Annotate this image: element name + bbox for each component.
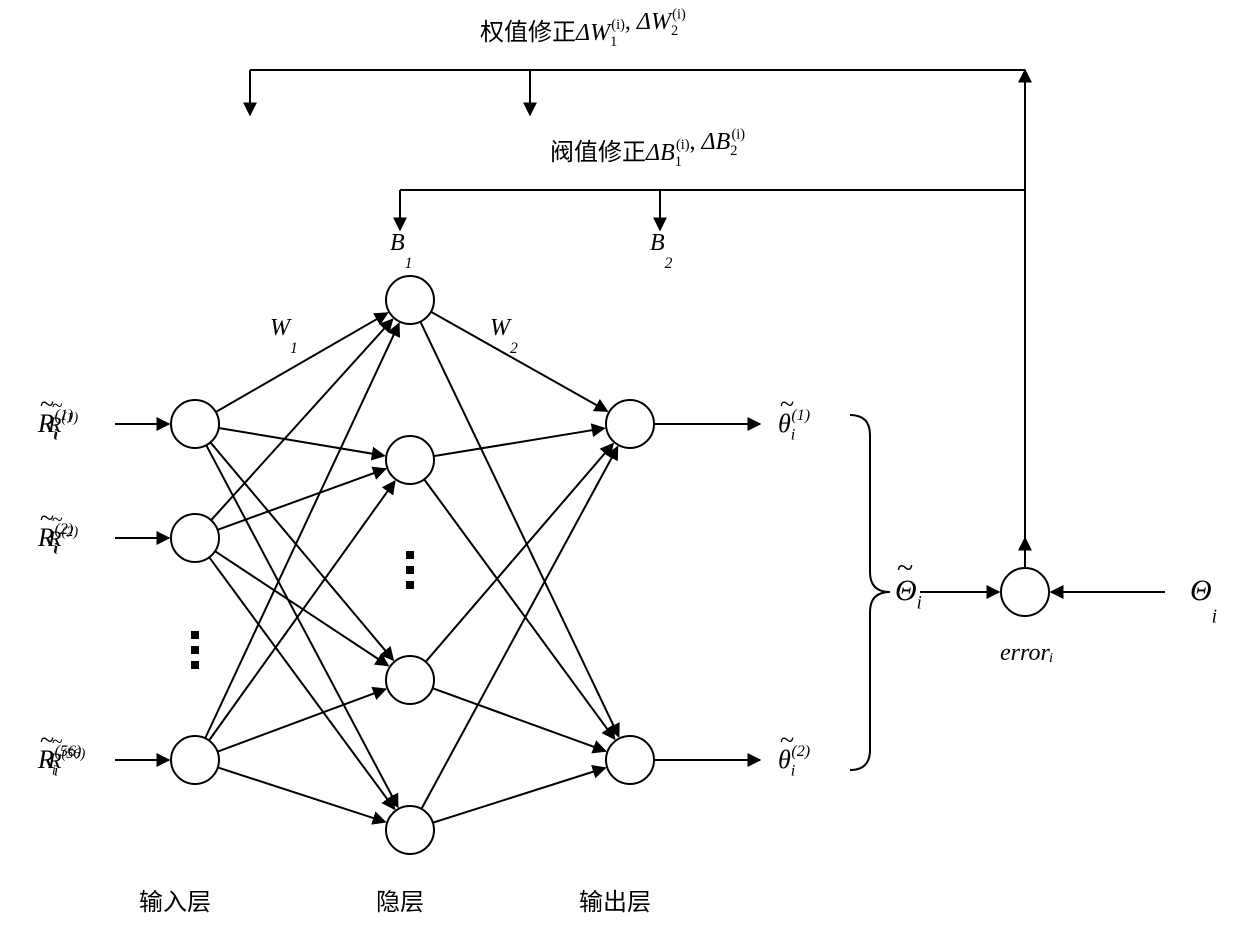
w2-label: W2 xyxy=(490,315,518,357)
edge xyxy=(218,469,386,530)
edge xyxy=(217,689,385,752)
vdots xyxy=(191,631,199,639)
nn-diagram: ~R(1)i~R(2)i~R(56)i~Ri(1)~Ri(2)~Ri(56)~θ… xyxy=(0,0,1240,932)
hidden-node-3 xyxy=(386,806,434,854)
input-node-2 xyxy=(171,736,219,784)
weight-correction-label: 权值修正ΔW1(i), ΔW2(i) xyxy=(480,6,686,50)
hidden-node-0 xyxy=(386,276,434,324)
edge xyxy=(216,313,388,412)
threshold-correction-label: 阀值修正ΔB1(i), ΔB2(i) xyxy=(550,126,745,170)
brace xyxy=(850,415,890,770)
output-node-0 xyxy=(606,400,654,448)
b1-label: B1 xyxy=(390,230,412,272)
vdots xyxy=(191,646,199,654)
edge xyxy=(431,312,607,411)
edge xyxy=(209,557,394,809)
vdots xyxy=(406,551,414,559)
error-node xyxy=(1001,568,1049,616)
output-layer-label: 输出层 xyxy=(579,889,651,916)
theta-tilde-label: Θi xyxy=(895,574,922,613)
hidden-node-1 xyxy=(386,436,434,484)
w1-label: W1 xyxy=(270,315,298,357)
hidden-layer-label: 隐层 xyxy=(376,889,424,916)
edge xyxy=(211,319,392,520)
edge xyxy=(420,322,618,737)
output-node-1 xyxy=(606,736,654,784)
edge xyxy=(421,447,617,809)
input-node-1 xyxy=(171,514,219,562)
output-var-0: θi(1) xyxy=(778,407,810,444)
theta-target-label: Θi xyxy=(1190,574,1217,628)
edge xyxy=(433,768,605,823)
edge xyxy=(218,767,385,822)
input-node-0 xyxy=(171,400,219,448)
edge xyxy=(205,324,399,739)
output-var-1: θi(2) xyxy=(778,743,810,780)
b2-label: B2 xyxy=(650,230,673,272)
hidden-node-2 xyxy=(386,656,434,704)
vdots xyxy=(406,566,414,574)
edge xyxy=(209,481,395,740)
edge xyxy=(219,428,385,456)
vdots xyxy=(406,581,414,589)
input-layer-label: 输入层 xyxy=(139,889,211,916)
vdots xyxy=(191,661,199,669)
edge xyxy=(434,428,605,456)
error-label: errorᵢ xyxy=(1000,640,1054,666)
edge xyxy=(424,479,614,739)
edge xyxy=(215,551,388,665)
